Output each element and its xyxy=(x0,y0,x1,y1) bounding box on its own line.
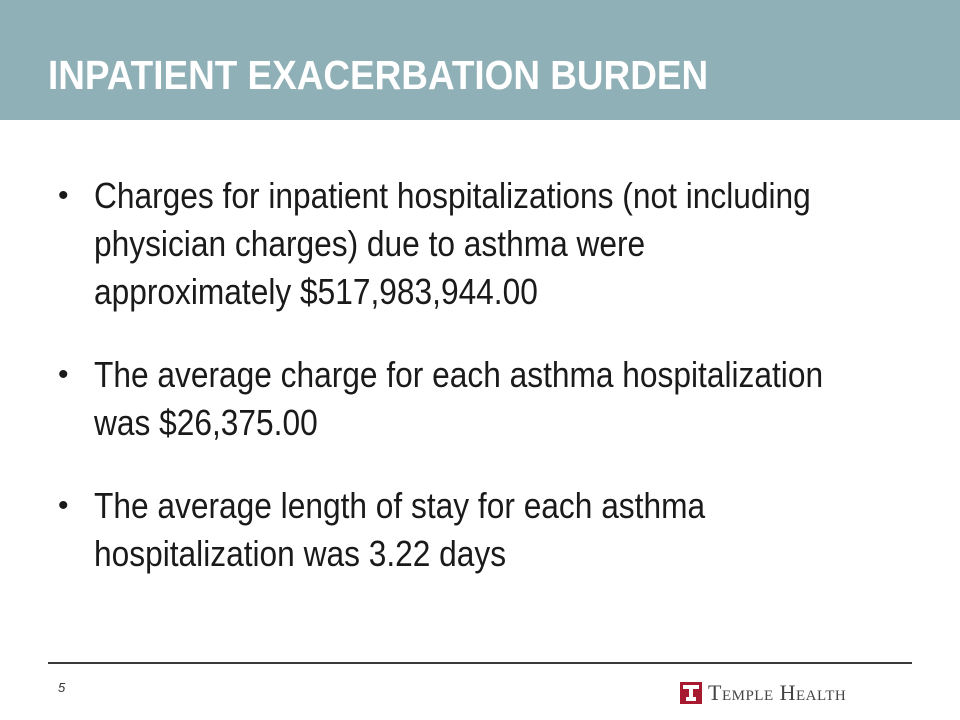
bullet-item: • Charges for inpatient hospitalizations… xyxy=(58,172,938,316)
bullet-text: The average length of stay for each asth… xyxy=(94,485,706,574)
bullet-item: • The average charge for each asthma hos… xyxy=(58,351,938,447)
bullet-list: • Charges for inpatient hospitalizations… xyxy=(58,172,938,613)
temple-health-logo: Temple Health xyxy=(680,680,846,706)
bullet-text: The average charge for each asthma hospi… xyxy=(94,354,824,443)
temple-t-icon xyxy=(680,682,702,704)
page-number: 5 xyxy=(58,680,66,695)
title-band: INPATIENT EXACERBATION BURDEN xyxy=(0,0,960,120)
bullet-mark: • xyxy=(58,489,69,522)
bullet-mark: • xyxy=(58,179,69,212)
slide-title: INPATIENT EXACERBATION BURDEN xyxy=(48,52,709,98)
bullet-item: • The average length of stay for each as… xyxy=(58,482,938,578)
bullet-mark: • xyxy=(58,358,69,391)
logo-wordmark: Temple Health xyxy=(708,680,847,705)
footer-divider xyxy=(48,662,912,664)
bullet-text: Charges for inpatient hospitalizations (… xyxy=(94,175,811,312)
